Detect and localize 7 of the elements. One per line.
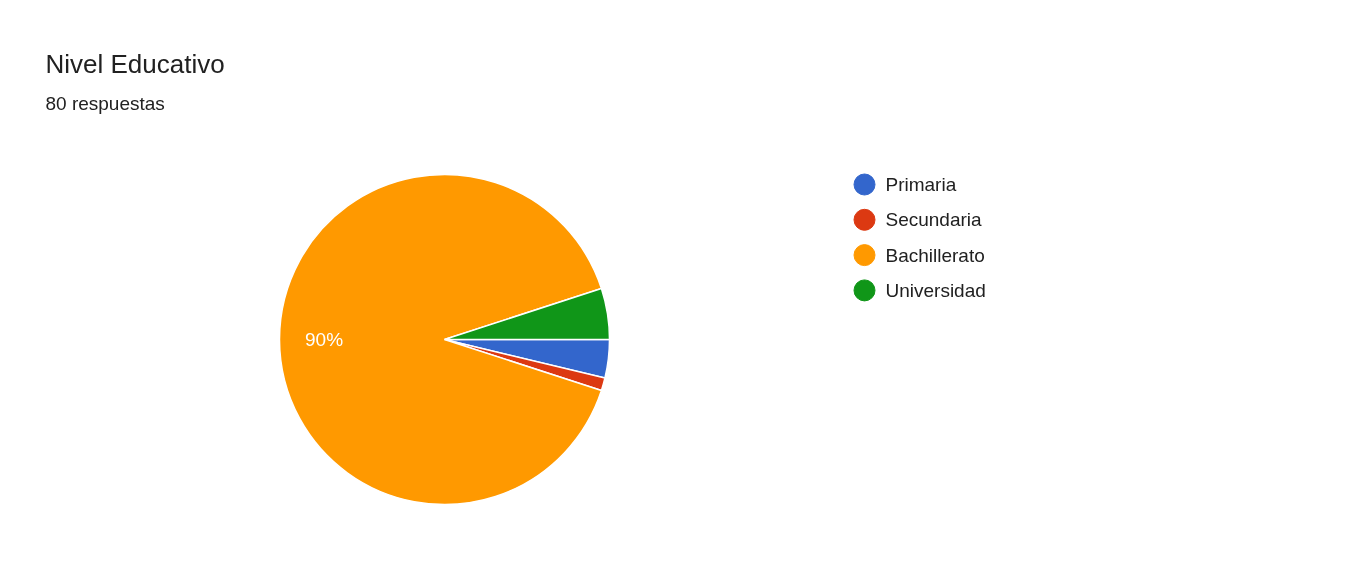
chart-title: Nivel Educativo (45, 48, 225, 79)
legend-label: Universidad (885, 279, 986, 301)
legend-label: Secundaria (885, 209, 983, 231)
legend-label: Primaria (885, 174, 957, 195)
legend-label: Bachillerato (885, 244, 985, 266)
text: 80 respuestas (45, 93, 165, 114)
data-label: 90% (305, 329, 344, 350)
